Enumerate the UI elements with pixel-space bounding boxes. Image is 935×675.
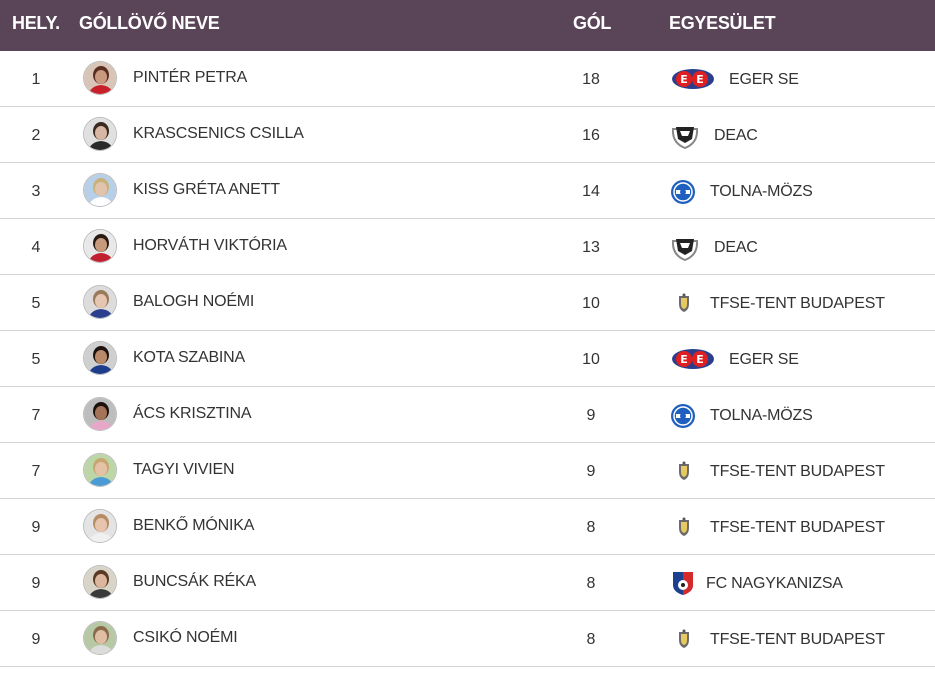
column-header-player-name[interactable]: GÓLLÖVŐ NEVE bbox=[79, 13, 220, 33]
table-row[interactable]: 7 TAGYI VIVIEN 9 TFSE-TENT BUDAPEST bbox=[0, 443, 935, 499]
table-row[interactable]: 1 PINTÉR PETRA 18 E E EGER SE bbox=[0, 51, 935, 107]
player-avatar[interactable] bbox=[83, 453, 117, 487]
club-name[interactable]: EGER SE bbox=[729, 351, 799, 368]
tfse-logo[interactable] bbox=[676, 293, 704, 317]
table-row[interactable]: 7 ÁCS KRISZTINA 9 TOLNA-MÖZS bbox=[0, 387, 935, 443]
svg-text:E: E bbox=[696, 73, 704, 86]
tfse-logo[interactable] bbox=[676, 629, 704, 653]
goals-value: 18 bbox=[582, 71, 600, 88]
table-row[interactable]: 3 KISS GRÉTA ANETT 14 TOLNA-MÖZS bbox=[0, 163, 935, 219]
player-name[interactable]: KISS GRÉTA ANETT bbox=[133, 181, 280, 198]
svg-text:E: E bbox=[680, 353, 688, 366]
player-avatar[interactable] bbox=[83, 565, 117, 599]
svg-text:E: E bbox=[696, 353, 704, 366]
goals-value: 10 bbox=[582, 295, 600, 312]
goals-value: 9 bbox=[586, 463, 596, 480]
club-name[interactable]: DEAC bbox=[714, 239, 758, 256]
club-name[interactable]: TFSE-TENT BUDAPEST bbox=[710, 631, 885, 648]
deac-logo[interactable] bbox=[670, 123, 699, 150]
table-row[interactable]: 2 KRASCSENICS CSILLA 16 DEAC bbox=[0, 107, 935, 163]
player-name[interactable]: HORVÁTH VIKTÓRIA bbox=[133, 237, 287, 254]
rank-value: 4 bbox=[31, 239, 41, 256]
table-body: 1 PINTÉR PETRA 18 E E EGER SE 2 KRASCSENICS CSI… bbox=[0, 51, 935, 667]
rank-value: 2 bbox=[31, 127, 41, 144]
tolna-mozs-logo[interactable] bbox=[670, 403, 698, 428]
rank-value: 9 bbox=[31, 575, 41, 592]
table-row[interactable]: 9 BUNCSÁK RÉKA 8 FC NAGYKANIZSA bbox=[0, 555, 935, 611]
fc-nagykanizsa-logo[interactable] bbox=[672, 570, 700, 595]
player-name[interactable]: TAGYI VIVIEN bbox=[133, 461, 235, 478]
player-name[interactable]: CSIKÓ NOÉMI bbox=[133, 629, 238, 646]
rank-value: 1 bbox=[31, 71, 41, 88]
goals-value: 10 bbox=[582, 351, 600, 368]
club-name[interactable]: TOLNA-MÖZS bbox=[710, 183, 813, 200]
rank-value: 7 bbox=[31, 463, 41, 480]
goals-value: 9 bbox=[586, 407, 596, 424]
player-avatar[interactable] bbox=[83, 61, 117, 95]
club-name[interactable]: TFSE-TENT BUDAPEST bbox=[710, 519, 885, 536]
club-name[interactable]: FC NAGYKANIZSA bbox=[706, 575, 843, 592]
column-header-club[interactable]: EGYESÜLET bbox=[669, 13, 776, 33]
player-name[interactable]: BUNCSÁK RÉKA bbox=[133, 573, 256, 590]
table-row[interactable]: 9 BENKŐ MÓNIKA 8 TFSE-TENT BUDAPEST bbox=[0, 499, 935, 555]
tfse-logo[interactable] bbox=[676, 461, 704, 485]
club-name[interactable]: TFSE-TENT BUDAPEST bbox=[710, 295, 885, 312]
rank-value: 9 bbox=[31, 631, 41, 648]
player-avatar[interactable] bbox=[83, 229, 117, 263]
goals-value: 16 bbox=[582, 127, 600, 144]
svg-text:E: E bbox=[680, 73, 688, 86]
club-name[interactable]: DEAC bbox=[714, 127, 758, 144]
table-row[interactable]: 5 BALOGH NOÉMI 10 TFSE-TENT BUDAPEST bbox=[0, 275, 935, 331]
table-row[interactable]: 9 CSIKÓ NOÉMI 8 TFSE-TENT BUDAPEST bbox=[0, 611, 935, 667]
goals-value: 14 bbox=[582, 183, 600, 200]
table-row[interactable]: 4 HORVÁTH VIKTÓRIA 13 DEAC bbox=[0, 219, 935, 275]
player-avatar[interactable] bbox=[83, 341, 117, 375]
rank-value: 5 bbox=[31, 295, 41, 312]
column-header-rank[interactable]: HELY. bbox=[12, 13, 60, 33]
goals-value: 8 bbox=[586, 631, 596, 648]
player-name[interactable]: KOTA SZABINA bbox=[133, 349, 245, 366]
player-avatar[interactable] bbox=[83, 397, 117, 431]
player-name[interactable]: ÁCS KRISZTINA bbox=[133, 405, 252, 422]
rank-value: 5 bbox=[31, 351, 41, 368]
player-avatar[interactable] bbox=[83, 285, 117, 319]
goals-value: 8 bbox=[586, 519, 596, 536]
club-name[interactable]: EGER SE bbox=[729, 71, 799, 88]
tolna-mozs-logo[interactable] bbox=[670, 179, 698, 204]
club-name[interactable]: TOLNA-MÖZS bbox=[710, 407, 813, 424]
deac-logo[interactable] bbox=[670, 235, 699, 262]
player-name[interactable]: PINTÉR PETRA bbox=[133, 69, 248, 86]
column-header-goals[interactable]: GÓL bbox=[573, 13, 612, 33]
rank-value: 9 bbox=[31, 519, 41, 536]
player-name[interactable]: BALOGH NOÉMI bbox=[133, 293, 255, 310]
player-avatar[interactable] bbox=[83, 117, 117, 151]
player-avatar[interactable] bbox=[83, 621, 117, 655]
rank-value: 3 bbox=[31, 183, 41, 200]
goals-value: 13 bbox=[582, 239, 600, 256]
club-name[interactable]: TFSE-TENT BUDAPEST bbox=[710, 463, 885, 480]
player-avatar[interactable] bbox=[83, 173, 117, 207]
goals-value: 8 bbox=[586, 575, 596, 592]
player-avatar[interactable] bbox=[83, 509, 117, 543]
table-row[interactable]: 5 KOTA SZABINA 10 E E EGER SE bbox=[0, 331, 935, 387]
player-name[interactable]: BENKŐ MÓNIKA bbox=[133, 517, 255, 534]
tfse-logo[interactable] bbox=[676, 517, 704, 541]
player-name[interactable]: KRASCSENICS CSILLA bbox=[133, 125, 304, 142]
table-header: HELY. GÓLLÖVŐ NEVE GÓL EGYESÜLET bbox=[0, 0, 935, 51]
rank-value: 7 bbox=[31, 407, 41, 424]
